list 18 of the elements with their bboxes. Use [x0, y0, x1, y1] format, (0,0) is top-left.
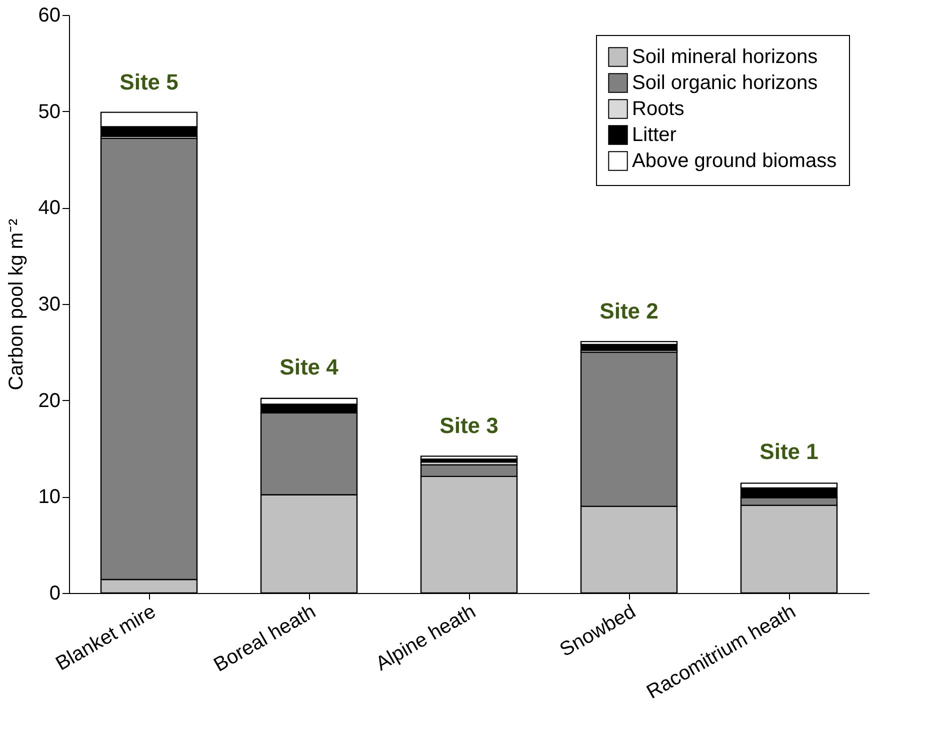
y-tick-label: 30 [38, 294, 60, 316]
legend-label: Roots [632, 98, 684, 120]
annotation: Site 1 [760, 439, 818, 464]
y-tick-label: 40 [38, 197, 60, 220]
legend-label: Soil organic horizons [632, 72, 818, 94]
annotation: Site 3 [440, 413, 498, 438]
annotation: Site 2 [600, 298, 658, 324]
y-tick-label: 0 [49, 582, 60, 604]
y-tick-label: 50 [38, 100, 60, 123]
y-tick-label: 10 [38, 486, 60, 508]
annotation: Site 5 [120, 69, 178, 94]
legend-label: Above ground biomass [632, 150, 837, 172]
y-tick-label: 60 [38, 4, 60, 26]
y-axis-title: Carbon pool kg m⁻² [5, 218, 28, 390]
legend-label: Litter [632, 124, 677, 146]
annotation: Site 4 [280, 354, 340, 380]
y-tick-label: 20 [38, 390, 60, 412]
legend-label: Soil mineral horizons [632, 46, 818, 68]
